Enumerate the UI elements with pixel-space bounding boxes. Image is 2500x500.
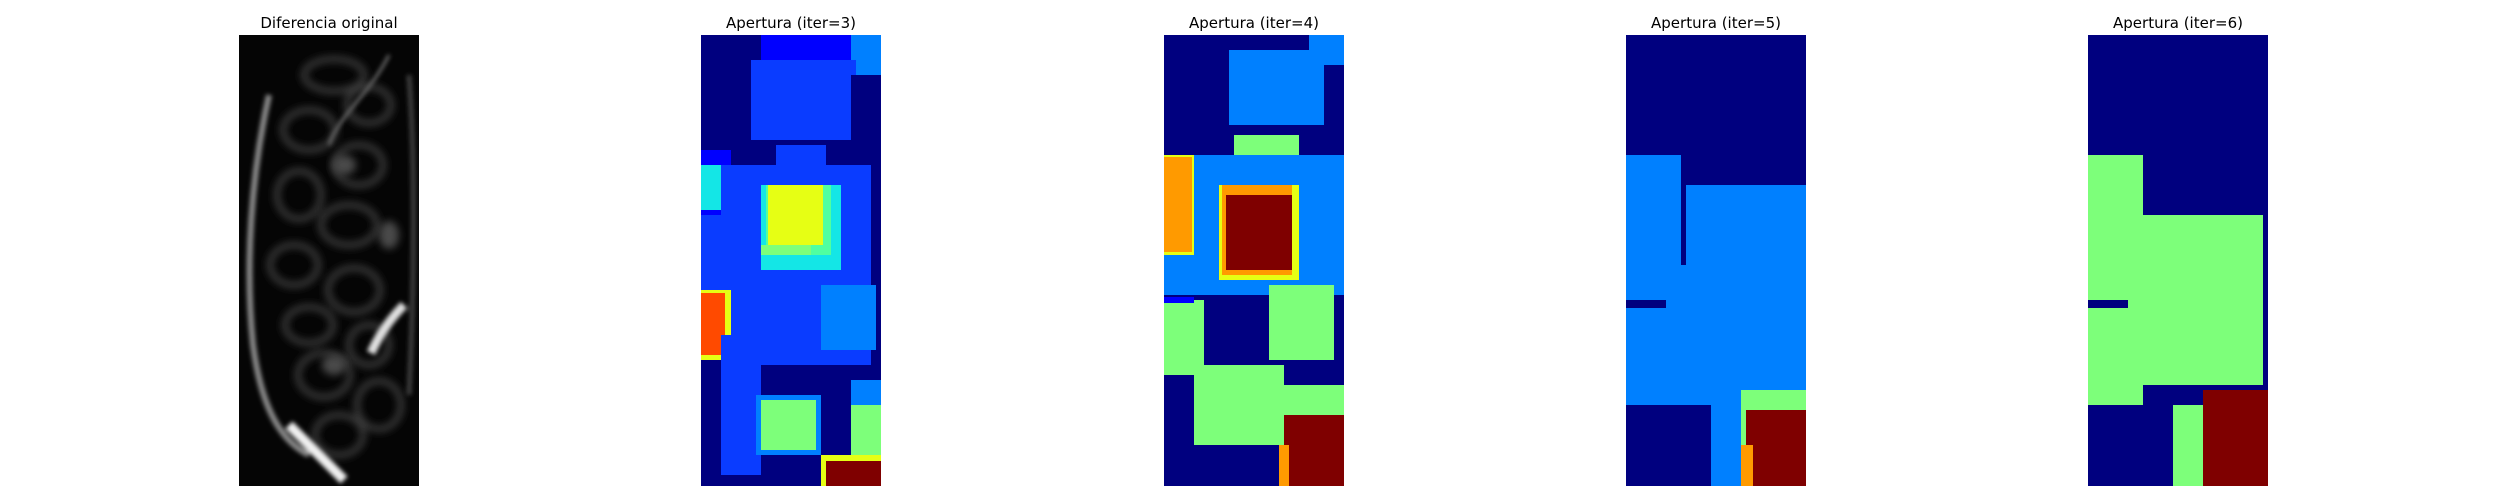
jet-label-map-iter-4 (1164, 35, 1344, 486)
panel-apertura-iter-4: Apertura (iter=4) (1164, 0, 1344, 500)
panel-title: Apertura (iter=4) (1189, 14, 1319, 32)
panel-title: Diferencia original (260, 14, 398, 32)
panel-title: Apertura (iter=3) (726, 14, 856, 32)
grayscale-difference-image (239, 35, 419, 486)
panel-title: Apertura (iter=6) (2113, 14, 2243, 32)
panel-apertura-iter-3: Apertura (iter=3) (701, 0, 881, 500)
panel-title: Apertura (iter=5) (1651, 14, 1781, 32)
jet-label-map-iter-3 (701, 35, 881, 486)
panel-apertura-iter-6: Apertura (iter=6) (2088, 0, 2268, 500)
panel-diferencia-original: Diferencia original (239, 0, 419, 500)
jet-label-map-iter-5 (1626, 35, 1806, 486)
panel-apertura-iter-5: Apertura (iter=5) (1626, 0, 1806, 500)
jet-label-map-iter-6 (2088, 35, 2268, 486)
